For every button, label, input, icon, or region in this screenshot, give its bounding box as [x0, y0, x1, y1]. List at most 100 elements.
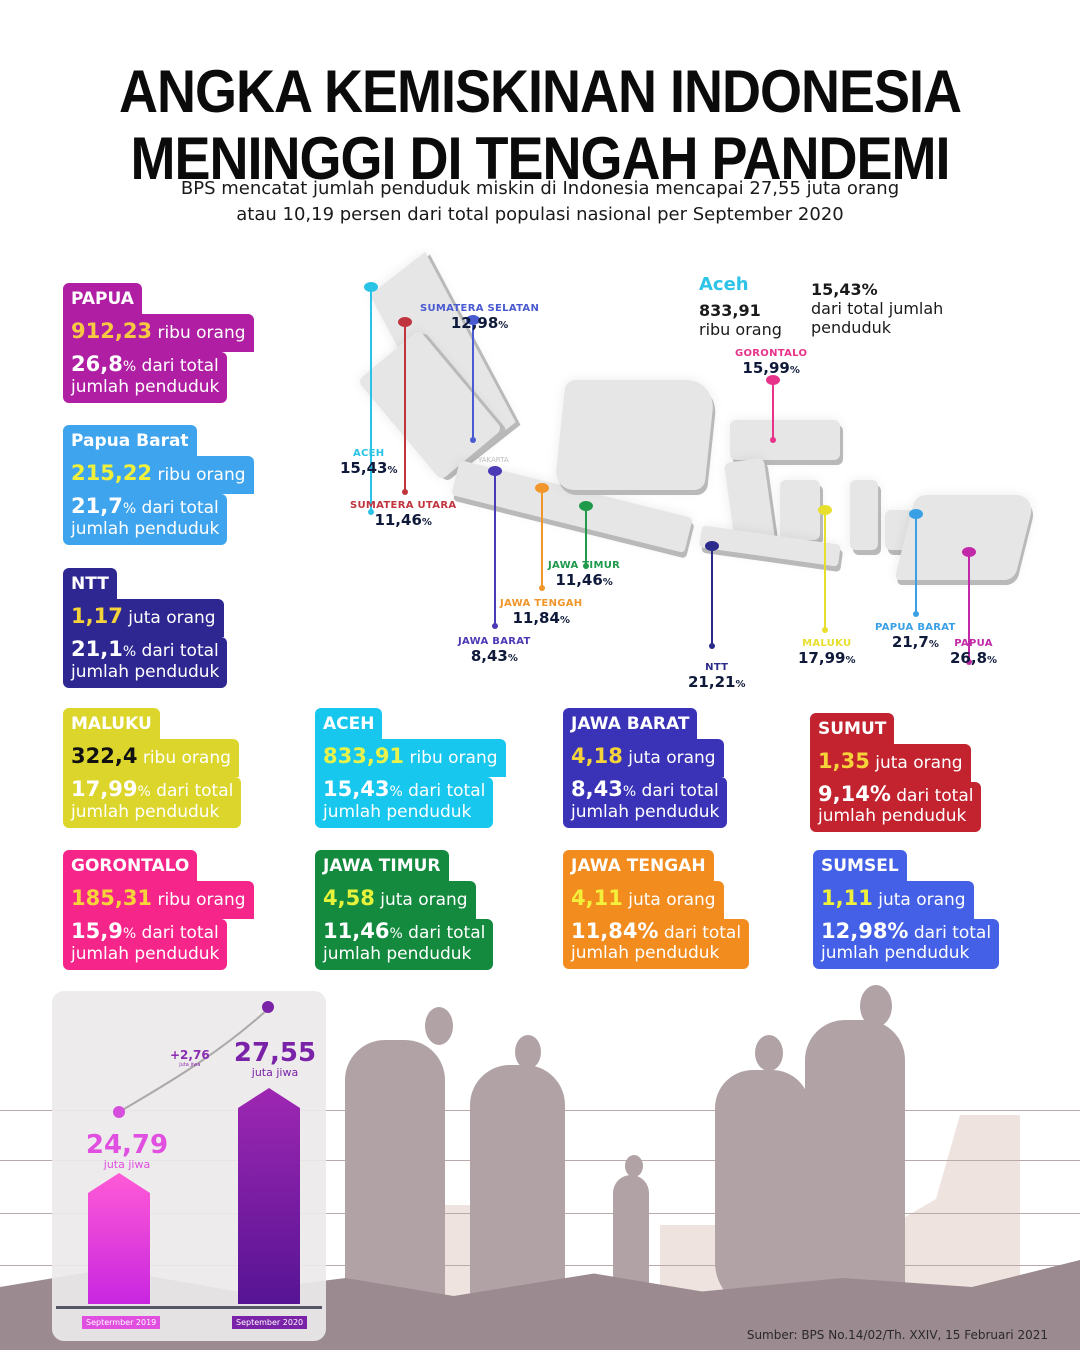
map-label-number: 26,8: [950, 649, 988, 667]
card-pct-line3: jumlah penduduk: [571, 943, 720, 963]
map-label-number: 11,46: [555, 571, 603, 589]
aceh-callout-unit: ribu orang: [699, 320, 782, 339]
map-label-pct-sign: %: [498, 320, 509, 331]
card-pct-suffix: %: [122, 644, 137, 660]
bar-2019: [88, 1173, 150, 1304]
map-label-jawa-tengah: JAWA TENGAH 11,84%: [500, 598, 582, 627]
card-pct-text: dari total: [141, 356, 219, 376]
map-pin-papua-barat: [909, 509, 923, 617]
card-pct-value: 21,7: [71, 494, 123, 518]
card-pct-suffix: %: [122, 359, 137, 375]
map-pin-maluku: [818, 505, 832, 633]
card-percentage: 15,43% dari total jumlah penduduk: [315, 777, 494, 828]
card-pct-suffix: %: [122, 501, 137, 517]
map-label-number: 17,99: [798, 649, 846, 667]
card-count: 4,58 juta orang: [315, 881, 476, 919]
pin-head-icon: [398, 317, 412, 327]
data-point-2019: [113, 1106, 125, 1118]
card-count-unit: ribu orang: [142, 748, 231, 768]
card-pct-text: dari total: [141, 498, 219, 518]
source-citation: Sumber: BPS No.14/02/Th. XXIV, 15 Februa…: [746, 1328, 1048, 1342]
map-label-value: 17,99%: [798, 649, 855, 667]
card-percentage: 21,1% dari total jumlah penduduk: [63, 637, 228, 688]
pin-head-icon: [488, 466, 502, 476]
card-pct-text: dari total: [663, 923, 742, 943]
card-title: ACEH: [315, 708, 383, 739]
map-label-value: 26,8%: [950, 649, 997, 667]
map-pin-sumatera-selatan: [466, 315, 480, 443]
x-tick-2020: September 2020: [232, 1316, 308, 1329]
map-label-number: 15,99: [742, 359, 790, 377]
silhouette-head: [425, 1007, 453, 1045]
card-percentage: 12,98% dari total jumlah penduduk: [813, 919, 1000, 969]
card-count-unit: juta orang: [878, 890, 966, 910]
silhouette-man-right: [805, 1020, 905, 1310]
bar-label-2019: 24,79 juta jiwa: [72, 1131, 182, 1171]
card-title: MALUKU: [63, 708, 160, 739]
map-label-name: PAPUA: [954, 638, 993, 649]
bar-2020: [238, 1088, 300, 1304]
aceh-callout: Aceh 833,91 ribu orang: [699, 274, 782, 339]
card-count-value: 4,11: [571, 886, 623, 910]
pin-head-icon: [705, 541, 719, 551]
map-label-value: 11,46%: [350, 511, 456, 529]
change-label: +2,76 juta jiwa: [170, 1048, 210, 1069]
map-label-maluku: MALUKU 17,99%: [798, 638, 855, 667]
map-label-number: 21,7: [891, 633, 929, 651]
card-title: GORONTALO: [63, 850, 198, 881]
stat-card-aceh: ACEH 833,91 ribu orang 15,43% dari total ju…: [315, 708, 506, 828]
stat-card-maluku: MALUKU 322,4 ribu orang 17,99% dari total j…: [63, 708, 242, 828]
card-count-unit: juta orang: [128, 608, 216, 628]
island-maluku: [850, 480, 878, 550]
card-pct-text: dari total: [156, 781, 234, 801]
map-label-value: 12,98%: [420, 314, 539, 332]
card-count-value: 1,11: [821, 886, 873, 910]
map-pin-sumatera-utara: [398, 317, 412, 495]
map-label-sumatera-selatan: SUMATERA SELATAN 12,98%: [420, 303, 539, 332]
card-count-unit: ribu orang: [157, 323, 246, 343]
map-label-papua-barat: PAPUA BARAT 21,7%: [875, 622, 956, 651]
bar-value-2019: 24,79: [85, 1130, 169, 1160]
pin-foot-icon: [709, 643, 715, 649]
stat-card-sumsel: SUMSEL 1,11 juta orang 12,98% dari total ju…: [813, 850, 1000, 969]
card-count-value: 1,35: [818, 749, 870, 773]
pin-foot-icon: [492, 623, 498, 629]
card-count-unit: ribu orang: [409, 748, 498, 768]
card-count-value: 4,18: [571, 744, 623, 768]
map-label-pct-sign: %: [421, 517, 432, 528]
subtitle-line-1: BPS mencatat jumlah penduduk miskin di I…: [180, 178, 900, 199]
card-pct-text: dari total: [408, 923, 486, 943]
pin-foot-icon: [913, 611, 919, 617]
silhouette-man-backpack: [345, 1040, 445, 1310]
card-pct-text: dari total: [641, 781, 719, 801]
card-count-unit: juta orang: [380, 890, 468, 910]
card-pct-line3: jumlah penduduk: [71, 944, 220, 964]
card-count: 322,4 ribu orang: [63, 739, 239, 777]
card-pct-text: dari total: [141, 641, 219, 661]
card-count-value: 833,91: [323, 744, 405, 768]
map-label-pct-sign: %: [507, 653, 518, 664]
change-value: +2,76: [170, 1048, 210, 1062]
map-label-value: 11,46%: [548, 571, 620, 589]
map-label-value: 11,84%: [500, 609, 582, 627]
map-label-pct-sign: %: [387, 465, 398, 476]
map-label-number: 12,98: [450, 314, 499, 332]
card-count: 4,11 juta orang: [563, 881, 724, 919]
card-count-value: 322,4: [71, 744, 138, 768]
bar-unit-2020: juta jiwa: [251, 1066, 299, 1079]
stat-card-sumut: SUMUT 1,35 juta orang 9,14% dari total juml…: [810, 713, 982, 832]
card-pct-value: 11,46: [323, 919, 390, 943]
map-pin-jawa-tengah: [535, 483, 549, 591]
stat-card-ntt: NTT 1,17 juta orang 21,1% dari total jumlah…: [63, 568, 228, 688]
map-label-jawa-timur: JAWA TIMUR 11,46%: [548, 560, 620, 589]
map-label-name: MALUKU: [802, 638, 852, 649]
aceh-callout-value: 833,91: [699, 301, 761, 320]
card-pct-text: dari total: [913, 923, 992, 943]
silhouette-bag: [350, 1180, 425, 1250]
map-label-number: 11,84: [512, 609, 560, 627]
card-pct-value: 21,1: [71, 637, 123, 661]
card-title: JAWA TIMUR: [315, 850, 449, 881]
map-label-value: 15,43%: [340, 459, 397, 477]
map-label-gorontalo: GORONTALO 15,99%: [735, 348, 807, 377]
stat-card-jawa-barat: JAWA BARAT 4,18 juta orang 8,43% dari tota…: [563, 708, 728, 828]
